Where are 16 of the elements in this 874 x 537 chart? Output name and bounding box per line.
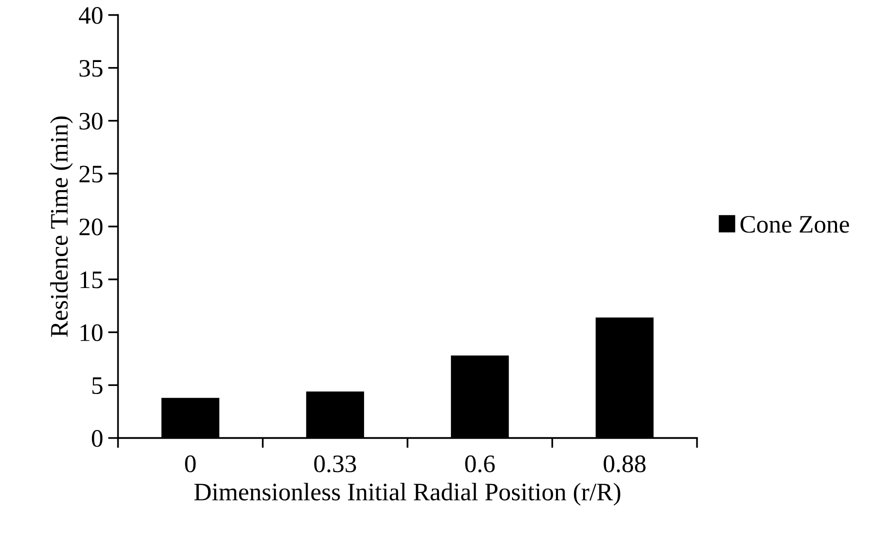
x-tick-label: 0 [185,455,196,472]
y-tick-label: 15 [80,272,102,288]
y-tick-label: 0 [92,430,102,447]
y-tick-label: 20 [80,218,102,236]
legend-label: Cone Zone [740,216,850,233]
y-axis-title: Residence Time (min) [50,116,73,337]
y-tick-label: 40 [78,7,102,24]
x-tick-label: 0.88 [604,455,646,472]
x-tick-label: 0.6 [465,455,495,472]
y-tick-label: 25 [80,166,102,183]
y-tick-label: 5 [92,377,102,394]
y-tick-label: 30 [80,112,102,130]
y-tick-label: 35 [80,60,102,77]
y-tick-label: 10 [80,324,102,342]
x-tick-label: 0.33 [314,455,356,472]
x-axis-title: Dimensionless Initial Radial Position (r/R) [194,482,620,506]
